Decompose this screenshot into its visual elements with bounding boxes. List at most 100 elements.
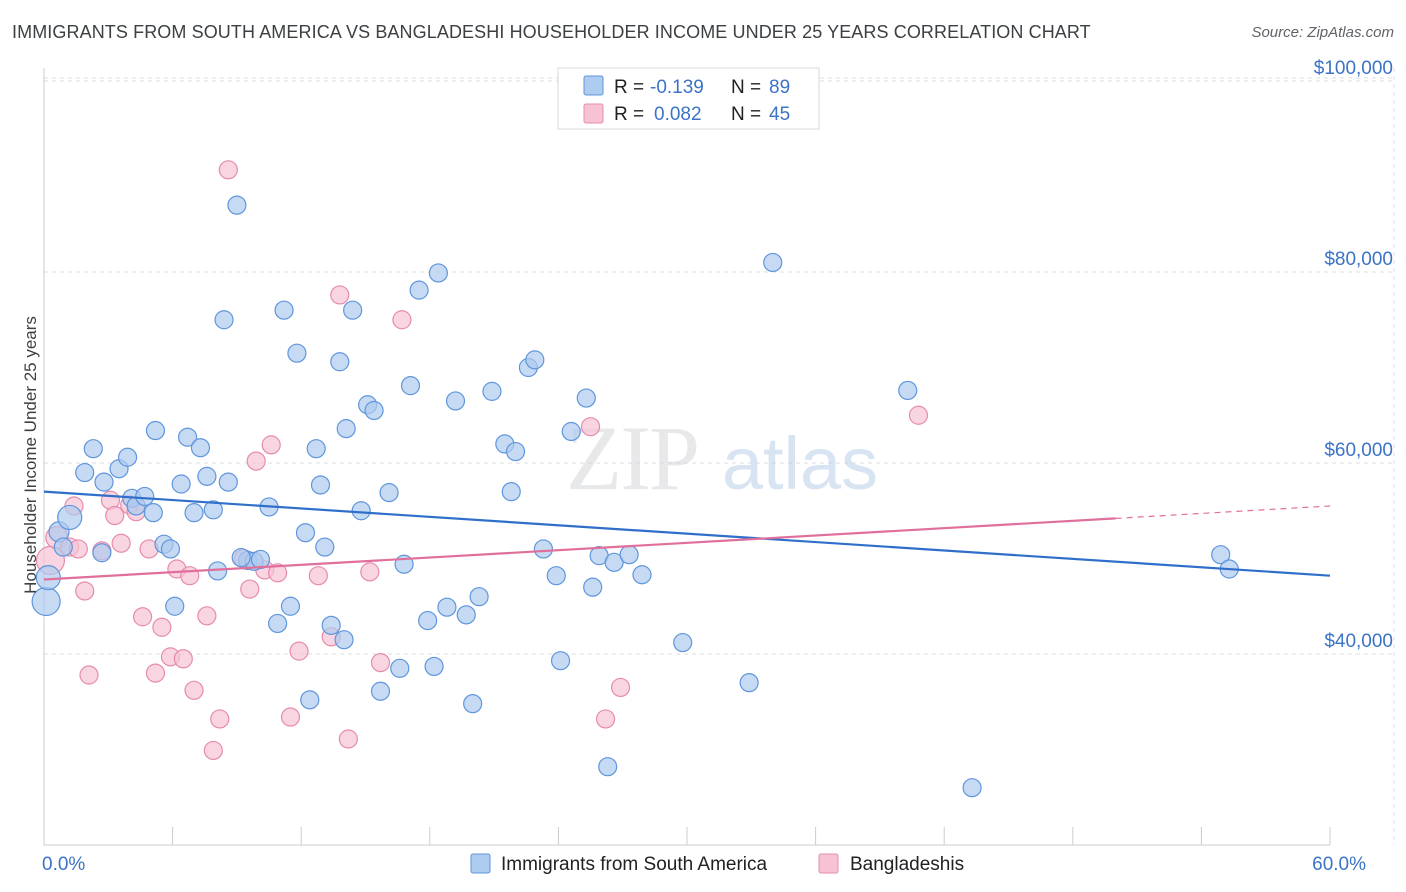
south-america-point-62: [469, 587, 489, 607]
bangladeshi-point-27: [240, 579, 260, 599]
south-america-point-22: [190, 438, 211, 458]
south-america-point-41: [315, 537, 335, 557]
south-america-point-43: [330, 352, 350, 372]
bangladeshi-point-40: [392, 310, 412, 330]
south-america-point-39: [306, 439, 326, 459]
south-america-point-17: [160, 539, 181, 559]
south-america-point-69: [533, 539, 553, 559]
y-tick-labels: $40,000 $60,000 $80,000 $100,000: [1314, 58, 1393, 652]
bangladeshi-point-32: [280, 707, 301, 727]
south-america-point-66: [505, 441, 526, 462]
south-america-point-40: [310, 475, 331, 495]
trend-lines: [43, 490, 1331, 581]
bangladeshi-point-43: [610, 677, 631, 698]
bangladeshi-point-10: [111, 533, 131, 553]
chart-source: Source: ZipAtlas.com: [1251, 24, 1394, 41]
bangladeshi-point-9: [105, 505, 125, 526]
south-america-point-88: [231, 547, 251, 568]
south-america-point-78: [619, 545, 639, 565]
stats-legend-swatch-blue: [583, 75, 604, 96]
south-america-point-58: [437, 597, 457, 617]
stats-legend: R = -0.139 N = 89 R = 0.082 N = 45: [557, 67, 820, 130]
south-america-point-61: [463, 694, 483, 714]
bangladeshi-point-30: [261, 435, 281, 455]
south-america-point-63: [482, 381, 502, 401]
bangladeshi-point-36: [330, 285, 350, 305]
bangladeshi-point-28: [246, 451, 266, 471]
y-tick-label-1: $60,000: [1324, 440, 1393, 461]
south-america-point-55: [418, 610, 438, 631]
stats-n-value-pink: 45: [769, 104, 790, 125]
y-tick-label-2: $80,000: [1324, 249, 1393, 270]
south-america-point-51: [390, 658, 410, 678]
bangladeshi-point-42: [595, 709, 616, 729]
bangladeshi-point-23: [203, 740, 223, 761]
gridlines: [44, 68, 1395, 845]
chart-title: IMMIGRANTS FROM SOUTH AMERICA VS BANGLAD…: [12, 22, 1091, 42]
south-america-point-87: [334, 630, 354, 650]
south-america-point-83: [898, 380, 918, 401]
stats-n-label-blue: N =: [731, 77, 761, 98]
south-america-point-59: [445, 391, 466, 411]
bangladeshi-point-34: [308, 566, 328, 586]
stats-r-label-pink: R =: [614, 104, 644, 125]
x-tick-label-0: 0.0%: [42, 854, 85, 875]
south-america-point-21: [184, 503, 204, 523]
south-america-point-54: [409, 280, 429, 300]
bangladeshi-point-37: [338, 729, 358, 749]
x-tick-labels: 0.0% 60.0%: [42, 854, 1366, 875]
south-america-point-45: [343, 300, 363, 320]
south-america-point-14: [143, 503, 163, 523]
legend-swatch-south-america: [470, 853, 491, 874]
legend-label-south-america: Immigrants from South America: [501, 854, 768, 875]
south-america-point-56: [424, 656, 444, 677]
south-america-point-74: [583, 577, 603, 597]
y-tick-label-3: $100,000: [1314, 58, 1393, 79]
south-america-point-42: [321, 615, 341, 635]
bangladeshi-point-20: [180, 566, 200, 586]
south-america-point-60: [456, 605, 476, 625]
bangladeshi-point-31: [268, 563, 288, 583]
south-america-point-4: [53, 537, 73, 557]
bangladeshi-point-6: [79, 665, 99, 685]
bangladeshi-point-19: [173, 649, 193, 669]
bangladeshi-point-15: [145, 663, 166, 683]
south-america-point-68: [525, 350, 545, 370]
south-america-point-8: [94, 472, 114, 492]
stats-r-label-blue: R =: [614, 77, 644, 98]
south-america-point-71: [550, 651, 571, 671]
south-america-points: [31, 195, 1239, 798]
south-america-point-19: [171, 474, 191, 494]
stats-r-value-blue: -0.139: [650, 77, 704, 98]
south-america-point-15: [145, 420, 166, 441]
south-america-point-50: [379, 483, 399, 503]
trend-line-bangladeshis-extension: [1115, 505, 1331, 519]
south-america-point-35: [280, 596, 301, 616]
south-america-point-20: [178, 427, 198, 447]
south-america-point-27: [218, 472, 238, 492]
x-tick-label-1: 60.0%: [1312, 854, 1366, 875]
bangladeshi-point-13: [132, 607, 153, 627]
y-tick-label-0: $40,000: [1324, 631, 1393, 652]
bangladeshi-point-21: [184, 680, 204, 700]
bangladeshis-points: [35, 160, 929, 761]
south-america-point-5: [75, 462, 95, 483]
south-america-point-85: [1211, 545, 1231, 565]
south-america-point-82: [763, 252, 783, 273]
bangladeshi-point-5: [75, 581, 95, 601]
stats-n-label-pink: N =: [731, 104, 761, 125]
series-legend: Immigrants from South America Bangladesh…: [470, 853, 964, 875]
bangladeshi-point-44: [908, 405, 929, 425]
stats-legend-swatch-pink: [583, 103, 604, 124]
south-america-point-48: [364, 400, 384, 421]
south-america-point-81: [739, 673, 759, 693]
south-america-point-65: [501, 482, 521, 502]
south-america-point-28: [227, 195, 247, 215]
bangladeshi-point-39: [370, 652, 391, 673]
stats-r-value-pink: 0.082: [654, 104, 702, 125]
south-america-point-34: [274, 300, 294, 320]
trend-line-bangladeshis: [43, 517, 1116, 581]
y-axis-label: Householder Income Under 25 years: [21, 316, 40, 594]
south-america-point-18: [165, 596, 185, 616]
